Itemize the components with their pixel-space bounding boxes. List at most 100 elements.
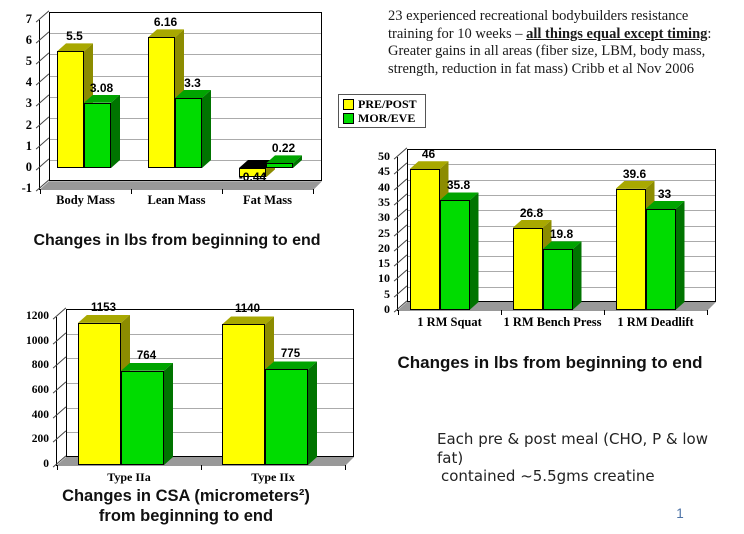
y-axis-line [397,157,398,311]
legend-swatch-yellow-icon [343,98,354,110]
bar-side-face [266,160,275,178]
y-tick-label: 800 [31,359,49,372]
bar-side-face [469,192,479,310]
bar-top-face [222,316,274,325]
bar-front [265,369,308,465]
y-tick-label: 1000 [26,334,49,347]
y-tick-label: 0 [25,160,32,174]
strength-chart-title: Changes in lbs from beginning to end [397,353,703,372]
bar-value-label: 33 [657,187,672,202]
y-tick-label: 15 [378,256,390,271]
study-note: 23 experienced recreational bodybuilders… [388,8,742,78]
bar-front [542,249,573,310]
legend-label: PRE/POST [358,96,417,111]
x-tick-mark [707,310,708,315]
bar-side-face [111,94,120,168]
bar-front [121,370,164,465]
bar-front [148,37,175,168]
bar-value-label: 35.8 [446,178,471,193]
y-tick-mark [52,356,67,369]
x-category-label: Type IIx [251,470,295,484]
y-tick-label: -1 [21,181,32,196]
bar-front [615,188,646,310]
bar-top-face [84,94,120,103]
meal-note: Each pre & post meal (CHO, P & low fat) … [437,430,727,486]
csa-chart-title-line1: Changes in CSA (micrometers²) [62,487,310,505]
bar-side-face [572,241,582,310]
y-tick-label: 7 [25,11,32,26]
grid-line [408,226,715,227]
x-category-label: Type IIa [107,470,151,484]
x-category-label: 1 RM Bench Press [503,315,602,329]
y-tick-label: 200 [31,433,49,446]
y-tick-label: 400 [31,408,49,421]
bar-front [57,51,84,168]
y-tick-label: 1 [25,138,32,153]
bar-top-face [645,201,685,210]
bar-front [409,169,440,310]
grid-line [408,210,715,211]
bar-top-face [148,29,184,38]
bar-top-face [542,241,582,250]
study-note-line: Greater gains in all areas (fiber size, … [388,43,706,59]
study-note-line: training for 10 weeks – all things equal… [388,25,712,42]
bar-value-label: 3.3 [184,76,201,91]
bar-value-label: 1153 [91,301,116,314]
bar-top-face [121,362,173,371]
y-tick-label: 35 [378,194,390,209]
y-tick-mark [52,381,67,394]
x-tick-mark [604,310,605,315]
grid-line [67,358,353,360]
bar-front [512,227,543,310]
bar-front [222,324,265,465]
y-tick-label: 30 [378,210,390,225]
bar-value-label: 46 [421,147,436,162]
bar-front [266,163,293,168]
x-tick-mark [40,189,41,195]
bar-value-label: 0.22 [271,141,296,156]
bar-top-face [265,361,317,370]
bar-value-label: 1140 [235,303,260,316]
bar-front [84,102,111,168]
meal-note-line2: contained ~5.5gms creatine [441,467,655,485]
bar-top-face [512,219,552,228]
bar-top-face [78,314,130,323]
grid-line [408,180,715,181]
y-tick-label: 0 [43,458,49,470]
grid-line [67,408,353,410]
meal-note-line1: Each pre & post meal (CHO, P & low fat) [437,430,708,467]
y-tick-mark [52,332,67,345]
bar-top-face [175,90,211,99]
x-tick-mark [131,189,132,195]
y-tick-label: 10 [378,271,390,286]
bar-side-face [308,361,317,465]
x-tick-mark [398,310,399,315]
bar-side-face [293,155,302,168]
csa-chart-title: Changes in CSA (micrometers²) from begin… [26,487,346,526]
grid-line [50,53,321,55]
csa-chart-title-line2: from beginning to end [98,506,274,525]
bar-front [439,200,470,310]
y-tick-label: 6 [25,32,32,47]
bar-value-label: 775 [280,348,301,361]
y-tick-label: 600 [31,384,49,397]
y-tick-mark [52,406,67,419]
chart-floor [40,181,322,191]
y-tick-label: 50 [378,149,390,163]
y-tick-label: 2 [25,117,32,132]
y-tick-label: 0 [384,302,390,316]
y-tick-mark [52,307,67,320]
y-tick-label: 5 [25,54,32,68]
y-axis-line [56,317,57,466]
bar-front [645,209,676,310]
x-category-label: 1 RM Squat [417,315,482,329]
x-tick-mark [201,465,202,470]
bar-value-label: 26.8 [519,205,544,220]
x-tick-mark [57,465,58,470]
bar-front [175,98,202,168]
bar-top-face [57,43,93,52]
